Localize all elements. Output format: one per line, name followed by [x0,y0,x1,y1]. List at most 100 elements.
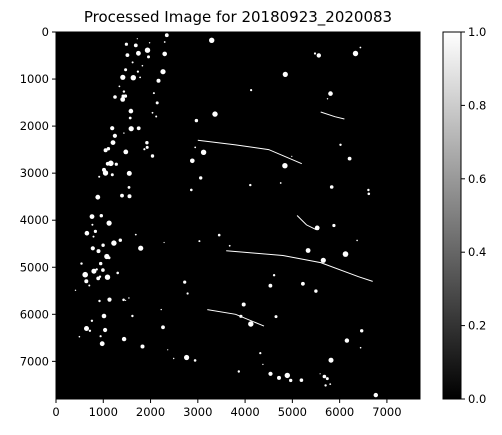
mask-speck [121,94,125,98]
mask-speck [163,41,166,43]
mask-speck [133,43,138,48]
mask-speck [324,384,327,387]
mask-speck [199,176,203,180]
mask-speck [314,289,318,293]
mask-speck [122,90,126,93]
mask-speck [190,188,193,192]
mask-speck [103,327,108,333]
mask-speck [106,220,112,226]
mask-speck [277,375,281,380]
mask-speck [155,101,159,105]
mask-speck [332,223,336,228]
mask-speck [282,71,288,77]
mask-speck [301,281,305,286]
mask-river-line [296,215,317,231]
mask-speck [200,149,207,155]
mask-speck [186,292,189,295]
mask-speck [120,74,126,80]
mask-speck [325,377,329,381]
x-tick-label: 4000 [230,405,259,419]
mask-speck [101,313,107,319]
mask-speck [352,50,359,57]
mask-speck [105,161,110,166]
mask-speck [339,143,342,146]
mask-speck [90,319,94,322]
mask-speck [104,274,111,280]
plot-frame [55,31,421,400]
chart-title: Processed Image for 20180923_2020083 [84,8,392,27]
mask-speck [74,289,77,291]
mask-speck [139,76,142,79]
mask-speck [88,329,92,332]
mask-speck [198,240,201,243]
colorbar-axis: 0.0 0.2 0.4 0.6 0.8 1.0 [461,25,486,406]
mask-speck [126,170,132,176]
mask-speck [91,268,97,274]
mask-speck [144,47,151,53]
mask-speck [90,246,95,251]
mask-speck [84,230,90,236]
mask-speck [93,229,97,233]
mask-speck [367,188,370,192]
mask-speck [114,162,118,166]
mask-speck [248,321,254,327]
mask-speck [328,357,334,363]
mask-speck [123,94,128,98]
mask-speck [150,154,155,158]
mask-speck [328,91,333,96]
mask-speck [160,308,162,311]
mask-speck [131,314,134,318]
mask-speck [344,338,350,343]
mask-speck [359,46,362,49]
y-tick-label: 5000 [20,260,49,274]
x-tick-label: 0 [52,405,59,419]
mask-speck [99,214,104,218]
mask-speck [136,38,138,40]
mask-speck [326,98,329,100]
mask-speck [136,50,141,56]
mask-speck [128,126,134,132]
mask-speck [274,315,278,319]
mask-river-line [197,139,302,165]
mask-speck [217,233,221,237]
mask-speck [359,346,362,349]
mask-speck [329,383,332,385]
mask-speck [249,183,252,187]
mask-speck [99,335,102,338]
mask-speck [99,261,103,266]
mask-speck [282,163,288,169]
mask-speck [173,357,175,360]
mask-speck [190,158,195,164]
mask-speck [101,268,105,272]
mask-speck [110,173,114,177]
colorbar-tick-label: 0.6 [468,172,486,186]
mask-speck [116,271,119,275]
mask-speck [156,78,161,83]
mask-speck [313,52,317,55]
mask-speck [373,392,378,398]
mask-speck [111,240,117,246]
mask-speck [89,214,95,220]
mask-speck [162,51,167,57]
y-tick-label: 6000 [20,307,49,321]
mask-speck [291,155,293,157]
mask-speck [113,95,117,99]
colorbar [442,31,462,400]
mask-speck [145,141,149,145]
x-axis: 0 1000 2000 3000 4000 5000 6000 7000 [52,399,402,419]
mask-speck [124,42,128,46]
mask-speck [316,53,321,58]
y-tick-label: 3000 [20,166,49,180]
mask-speck [329,185,334,189]
mask-speck [212,111,218,117]
x-tick-label: 7000 [372,405,401,419]
mask-speck [272,274,276,277]
colorbar-tick-label: 1.0 [468,25,486,39]
mask-speck [125,299,127,301]
y-tick-label: 0 [42,25,49,39]
mask-speck [92,235,95,238]
mask-speck [262,363,264,366]
mask-speck [134,233,137,236]
mask-speck [118,238,123,242]
mask-speck [127,186,131,189]
